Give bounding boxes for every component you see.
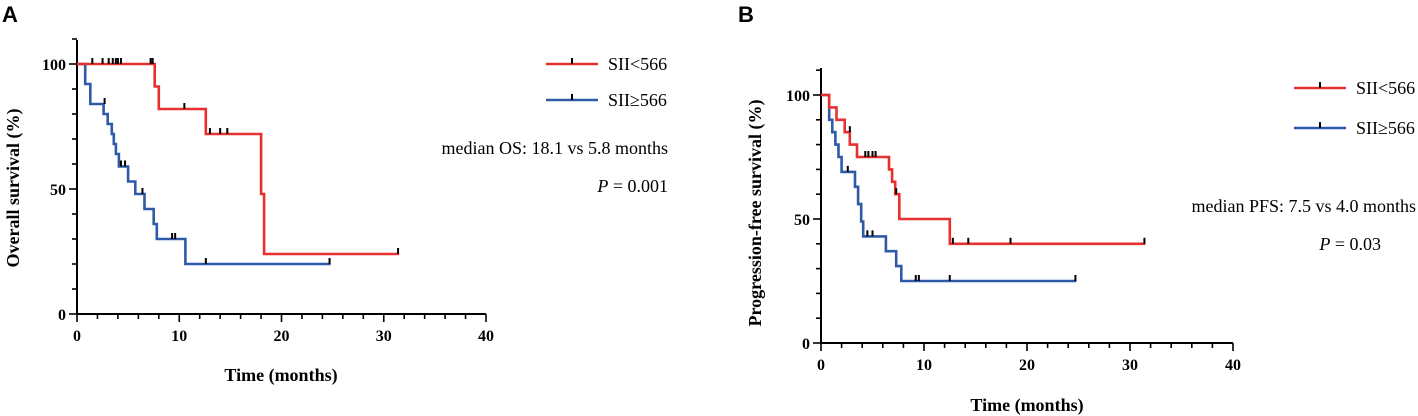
panel-b-x-axis-title: Time (months): [970, 395, 1083, 416]
panel-b-x-tick-label: 40: [1225, 357, 1241, 374]
panel-b-x-tick-label: 0: [817, 357, 825, 374]
panel-b-y-tick-label: 0: [802, 336, 810, 353]
panel-a-legend-label-sii-high: SII≥566: [608, 90, 667, 110]
panel-b-letter: B: [738, 2, 754, 27]
panel-b: B Progression-free survival (%) Time (mo…: [738, 2, 1416, 416]
panel-a-series-sii-lt-566-curve: [77, 62, 400, 256]
panel-a-x-axis-title: Time (months): [224, 365, 337, 386]
panel-b-p-value: P = 0.03: [1318, 234, 1381, 254]
panel-b-x-tick-label: 30: [1122, 357, 1138, 374]
panel-a-x-tick-label: 20: [274, 328, 290, 345]
panel-a-plot-area: 0 50 100 0 10 20 30 40: [42, 38, 494, 345]
panel-b-x-tick-label: 10: [916, 357, 932, 374]
panel-b-y-tick-label: 50: [794, 212, 810, 229]
panel-b-y-tick-label: 100: [786, 88, 810, 105]
panel-b-p-label: P: [1318, 234, 1330, 254]
panel-a-x-tick-label: 0: [73, 328, 81, 345]
panel-a-p-value: P = 0.001: [596, 176, 668, 196]
panel-a-x-tick-label: 30: [376, 328, 392, 345]
panel-a-legend-label-sii-low: SII<566: [608, 54, 667, 74]
panel-a-p-label: P: [596, 176, 608, 196]
panel-a-y-tick-label: 100: [42, 57, 66, 74]
panel-b-legend: SII<566 SII≥566: [1294, 78, 1415, 138]
panel-b-series-sii-ge-566-curve: [821, 93, 1077, 283]
panel-a-legend: SII<566 SII≥566: [546, 54, 667, 110]
panel-b-plot-area: 0 50 100 0 10 20 30 40: [786, 68, 1241, 374]
panel-a-x-tick-label: 10: [171, 328, 187, 345]
panel-b-x-tick-label: 20: [1019, 357, 1035, 374]
panel-b-y-axis-title: Progression-free survival (%): [745, 100, 766, 327]
panel-b-legend-label-sii-high: SII≥566: [1356, 118, 1415, 138]
panel-b-median-annotation: median PFS: 7.5 vs 4.0 months: [1191, 196, 1416, 216]
panel-b-legend-label-sii-low: SII<566: [1356, 78, 1415, 98]
panel-a-y-tick-label: 50: [50, 182, 66, 199]
panel-a-p-number: = 0.001: [608, 176, 668, 196]
panel-a: A Overall survival (%) Time (months) 0 50…: [2, 2, 668, 386]
panel-a-median-annotation: median OS: 18.1 vs 5.8 months: [441, 138, 668, 158]
panel-b-series-sii-lt-566-curve: [821, 93, 1146, 246]
panel-b-p-number: = 0.03: [1330, 234, 1381, 254]
panel-a-y-tick-label: 0: [58, 307, 66, 324]
panel-a-x-tick-label: 40: [478, 328, 494, 345]
panel-a-y-axis-title: Overall survival (%): [3, 109, 24, 268]
panel-a-letter: A: [2, 2, 18, 27]
panel-a-series-sii-ge-566-curve: [77, 62, 331, 266]
